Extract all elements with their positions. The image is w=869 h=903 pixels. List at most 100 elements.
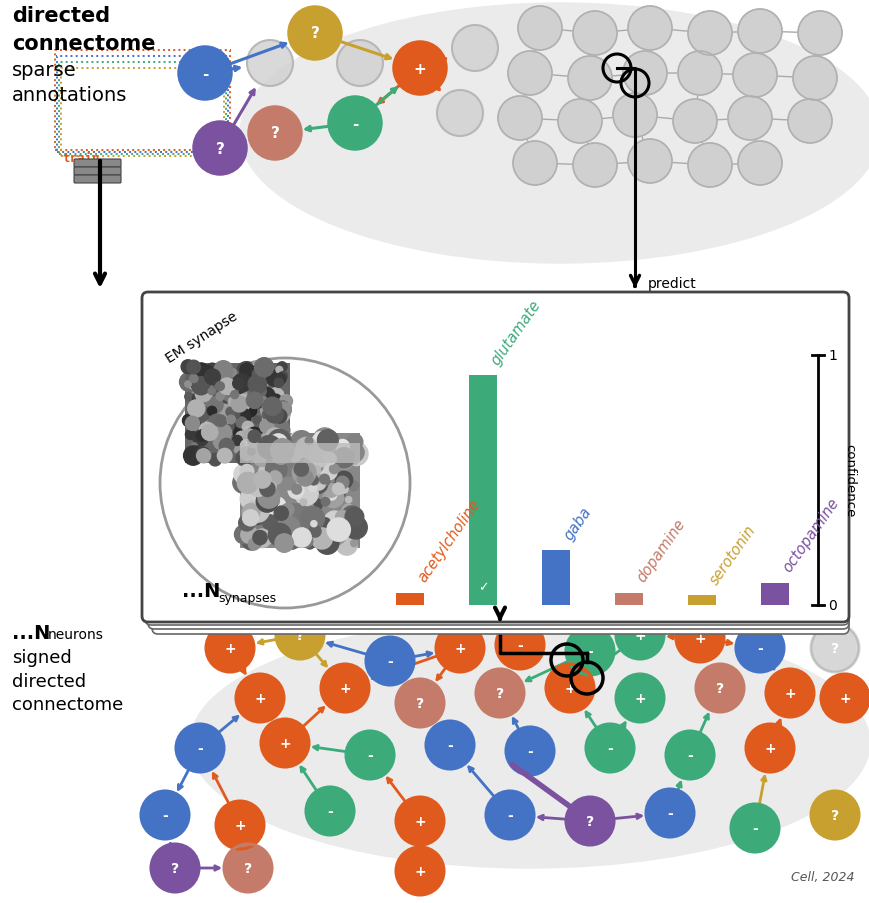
Circle shape	[309, 499, 322, 511]
Circle shape	[272, 419, 288, 435]
Circle shape	[344, 451, 359, 466]
Circle shape	[366, 638, 414, 685]
Circle shape	[342, 507, 362, 526]
Circle shape	[247, 41, 293, 87]
Circle shape	[546, 665, 594, 712]
Text: +: +	[414, 864, 425, 878]
Circle shape	[199, 408, 218, 427]
Circle shape	[206, 624, 254, 672]
Circle shape	[237, 473, 258, 494]
Circle shape	[277, 362, 287, 372]
Circle shape	[286, 504, 302, 519]
Circle shape	[290, 432, 312, 452]
Circle shape	[279, 393, 286, 400]
Circle shape	[251, 444, 274, 467]
Circle shape	[257, 471, 265, 479]
Circle shape	[336, 41, 382, 87]
Circle shape	[495, 621, 543, 669]
Circle shape	[506, 727, 554, 775]
Circle shape	[350, 540, 357, 547]
Text: ?: ?	[170, 861, 179, 875]
Circle shape	[216, 382, 224, 391]
Circle shape	[615, 611, 663, 659]
Circle shape	[319, 475, 329, 484]
Text: octopamine: octopamine	[779, 496, 841, 575]
Circle shape	[187, 361, 200, 375]
Circle shape	[335, 471, 352, 489]
Circle shape	[213, 433, 231, 451]
Circle shape	[277, 517, 300, 539]
Text: -: -	[507, 808, 513, 822]
Text: +: +	[693, 631, 705, 646]
Circle shape	[573, 12, 616, 56]
Circle shape	[253, 416, 261, 424]
Text: -: -	[527, 744, 532, 759]
Circle shape	[344, 442, 368, 466]
Circle shape	[275, 379, 282, 386]
Circle shape	[250, 512, 264, 526]
Circle shape	[497, 97, 541, 141]
Circle shape	[327, 518, 350, 542]
Circle shape	[294, 462, 308, 477]
Ellipse shape	[189, 619, 869, 868]
Circle shape	[266, 458, 280, 472]
Circle shape	[324, 453, 335, 465]
Circle shape	[208, 414, 226, 433]
Circle shape	[567, 57, 611, 101]
Circle shape	[221, 450, 230, 460]
Circle shape	[323, 456, 335, 468]
Circle shape	[223, 394, 235, 405]
Circle shape	[309, 526, 321, 537]
Circle shape	[257, 436, 281, 460]
Circle shape	[242, 422, 253, 433]
Circle shape	[191, 443, 197, 450]
Circle shape	[426, 721, 474, 769]
Text: ...N: ...N	[182, 582, 220, 600]
Circle shape	[279, 396, 292, 408]
Text: -: -	[327, 804, 333, 818]
Circle shape	[304, 478, 313, 487]
Circle shape	[615, 675, 663, 722]
Circle shape	[202, 422, 212, 433]
Circle shape	[239, 442, 245, 448]
Circle shape	[435, 624, 483, 672]
Text: -: -	[387, 655, 393, 668]
Circle shape	[252, 369, 262, 380]
Text: +: +	[254, 691, 266, 705]
Text: ?: ?	[270, 126, 279, 142]
Circle shape	[452, 26, 497, 72]
Circle shape	[181, 360, 195, 374]
Text: -: -	[162, 808, 168, 822]
Circle shape	[216, 801, 263, 849]
Circle shape	[275, 535, 293, 553]
Circle shape	[566, 797, 614, 845]
Circle shape	[216, 417, 234, 435]
Text: +: +	[339, 681, 350, 695]
Circle shape	[243, 437, 262, 457]
Circle shape	[745, 724, 793, 772]
Circle shape	[239, 472, 255, 489]
Text: predict: predict	[647, 276, 696, 291]
Circle shape	[256, 438, 275, 456]
Text: signed
directed
connectome: signed directed connectome	[12, 648, 123, 713]
Circle shape	[290, 449, 300, 458]
Circle shape	[307, 508, 319, 521]
Circle shape	[247, 504, 267, 524]
Circle shape	[263, 437, 279, 452]
Circle shape	[269, 489, 278, 498]
Circle shape	[194, 123, 246, 175]
Circle shape	[197, 432, 203, 438]
Circle shape	[209, 405, 224, 420]
Circle shape	[395, 847, 443, 895]
Circle shape	[262, 516, 277, 531]
Circle shape	[240, 489, 262, 510]
Circle shape	[215, 424, 231, 442]
Circle shape	[311, 477, 325, 490]
Circle shape	[294, 440, 305, 452]
Circle shape	[253, 453, 260, 460]
Circle shape	[263, 442, 276, 455]
Circle shape	[296, 534, 308, 545]
Circle shape	[311, 466, 320, 474]
Circle shape	[254, 446, 270, 463]
Circle shape	[185, 375, 193, 383]
